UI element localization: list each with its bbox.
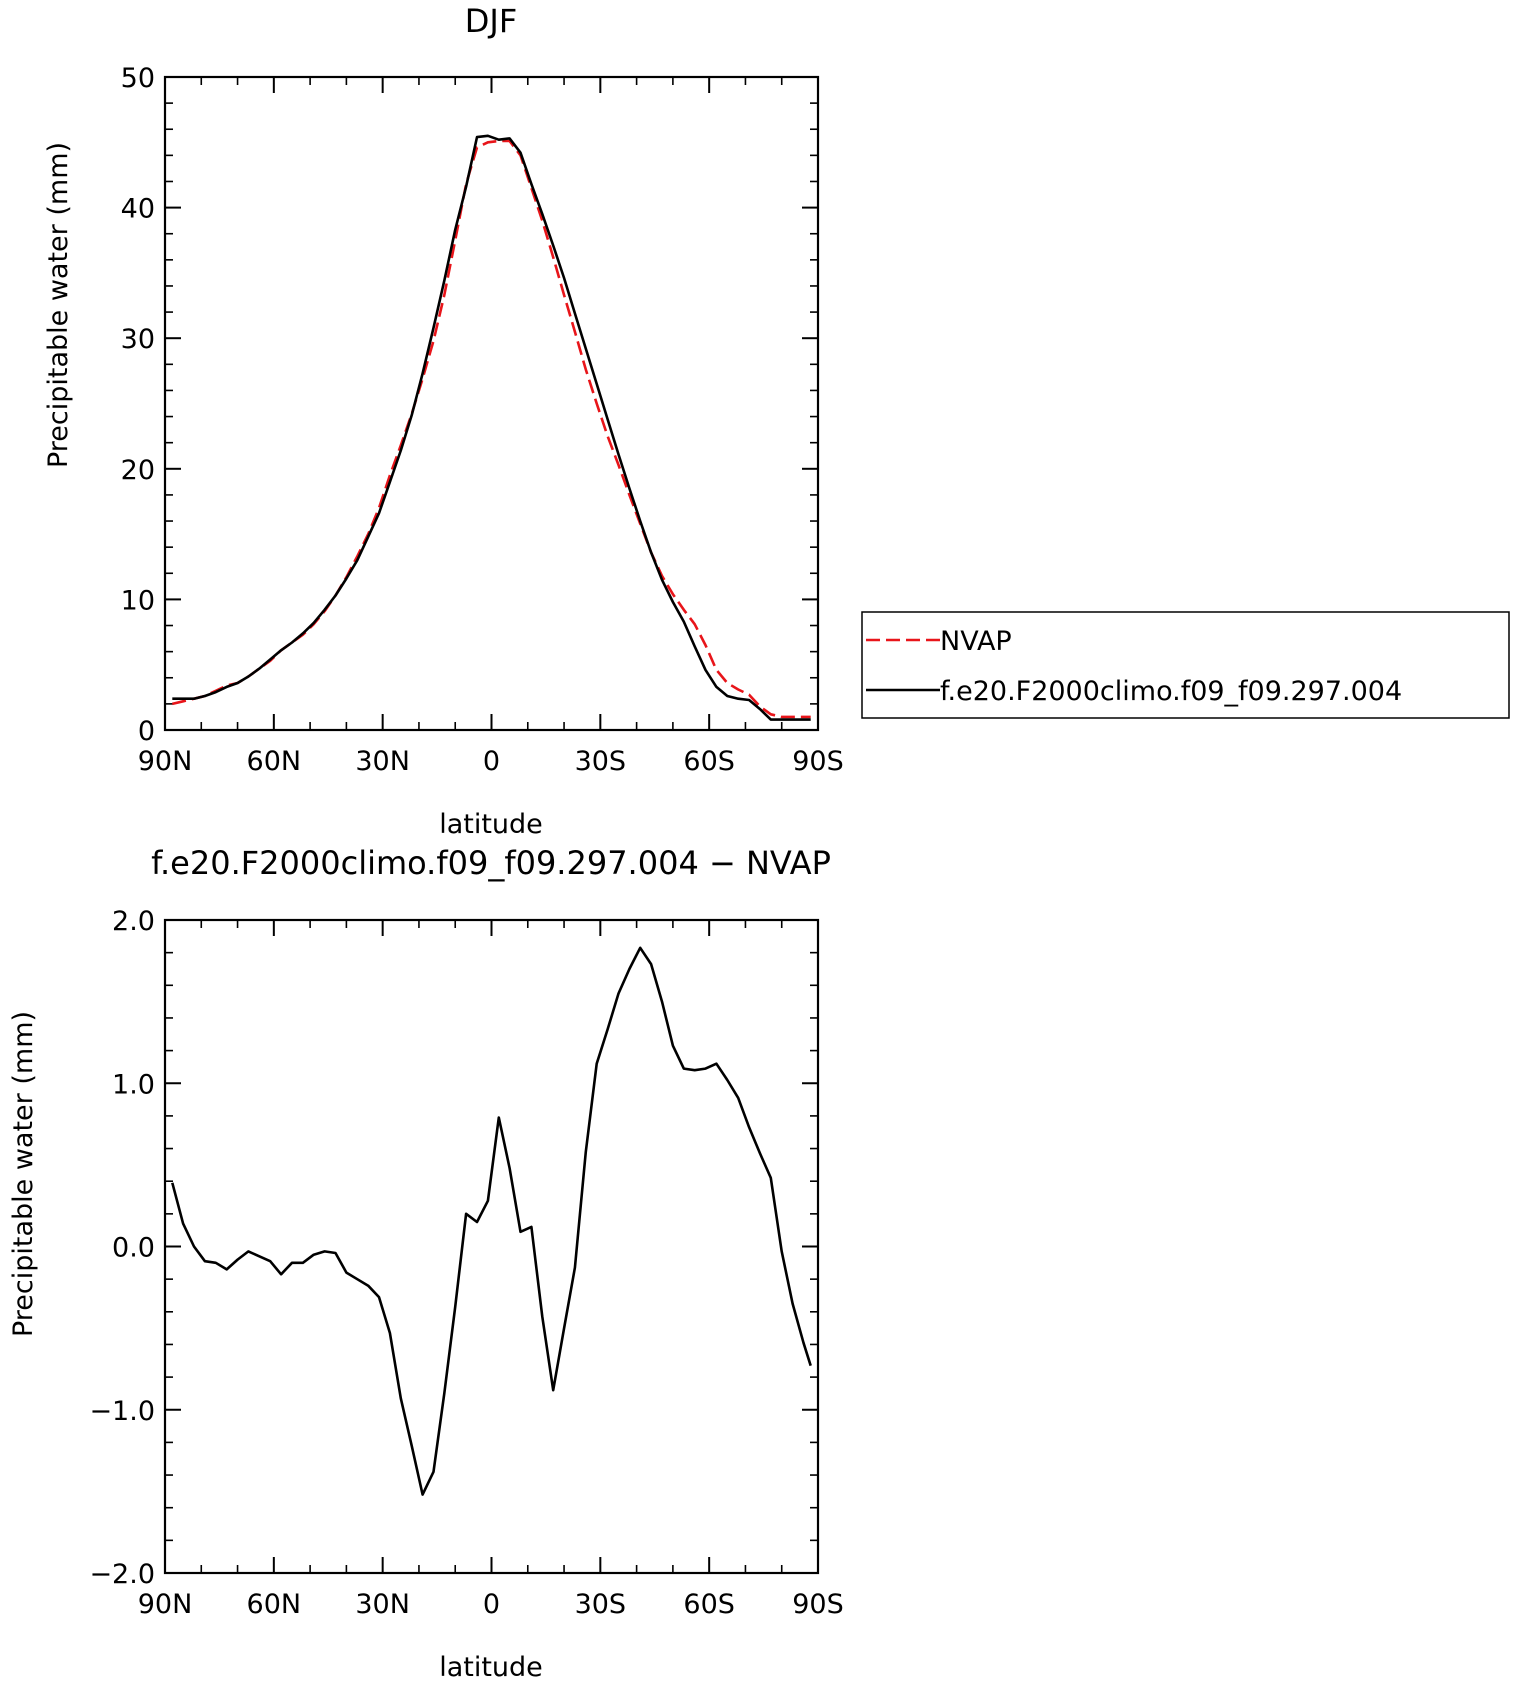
top-panel: DJF 90N 60N 30N 0 30S 60S 90S 0 10 20 30 40 50 Preci…	[43, 2, 1510, 840]
legend-label-model: f.e20.F2000climo.f09_f09.297.004	[940, 676, 1402, 707]
bottom-x-tick-label: 30N	[355, 1589, 410, 1620]
bottom-y-tick-label: 2.0	[112, 906, 155, 937]
bottom-x-tick-label: 90N	[138, 1589, 193, 1620]
top-plot-frame	[163, 75, 820, 732]
legend-label-nvap: NVAP	[940, 626, 1012, 657]
bottom-y-tick-label: 0.0	[112, 1233, 155, 1264]
top-x-tick-label: 30N	[355, 746, 410, 777]
bottom-y-tick-label: −2.0	[89, 1559, 155, 1590]
top-x-axis-title: latitude	[439, 809, 543, 840]
bottom-x-axis-title: latitude	[439, 1652, 543, 1682]
top-y-tick-label: 0	[138, 716, 155, 747]
bottom-x-tick-label: 90S	[792, 1589, 844, 1620]
top-x-tick-label: 60N	[247, 746, 302, 777]
top-y-tick-label: 40	[121, 194, 155, 225]
top-x-tick-label: 60S	[683, 746, 735, 777]
top-chart-title: DJF	[465, 2, 517, 40]
bottom-plot-area: 90N 60N 30N 0 30S 60S 90S −2.0 −1.0 0.0 1.0 2.0	[89, 906, 843, 1620]
bottom-x-tick-label: 60N	[247, 1589, 302, 1620]
bottom-y-tick-label: −1.0	[89, 1396, 155, 1427]
bottom-plot-frame	[163, 918, 820, 1575]
top-x-tick-label: 0	[483, 746, 500, 777]
top-x-tick-label: 90S	[792, 746, 844, 777]
top-series-line-0	[171, 139, 811, 719]
bottom-y-axis-title: Precipitable water (mm)	[8, 1011, 39, 1337]
bottom-x-tick-label: 60S	[683, 1589, 735, 1620]
legend-box	[861, 611, 1510, 719]
bottom-x-tick-label: 30S	[575, 1589, 627, 1620]
bottom-y-tick-label: 1.0	[112, 1069, 155, 1100]
top-plot-area: 90N 60N 30N 0 30S 60S 90S 0 10 20 30 40 50	[121, 63, 844, 777]
top-x-tick-label: 30S	[575, 746, 627, 777]
legend: NVAP f.e20.F2000climo.f09_f09.297.004	[861, 611, 1510, 719]
top-x-tick-label: 90N	[138, 746, 193, 777]
bottom-series-line-0	[171, 946, 812, 1496]
bottom-panel: f.e20.F2000climo.f09_f09.297.004 − NVAP …	[8, 844, 844, 1682]
bottom-chart-title: f.e20.F2000climo.f09_f09.297.004 − NVAP	[151, 844, 831, 882]
top-y-tick-label: 30	[121, 324, 155, 355]
top-series-line-1	[172, 134, 811, 721]
top-y-tick-label: 10	[121, 585, 155, 616]
top-y-tick-label: 20	[121, 455, 155, 486]
top-y-axis-title: Precipitable water (mm)	[43, 142, 74, 468]
bottom-x-tick-label: 0	[483, 1589, 500, 1620]
top-y-tick-label: 50	[121, 63, 155, 94]
